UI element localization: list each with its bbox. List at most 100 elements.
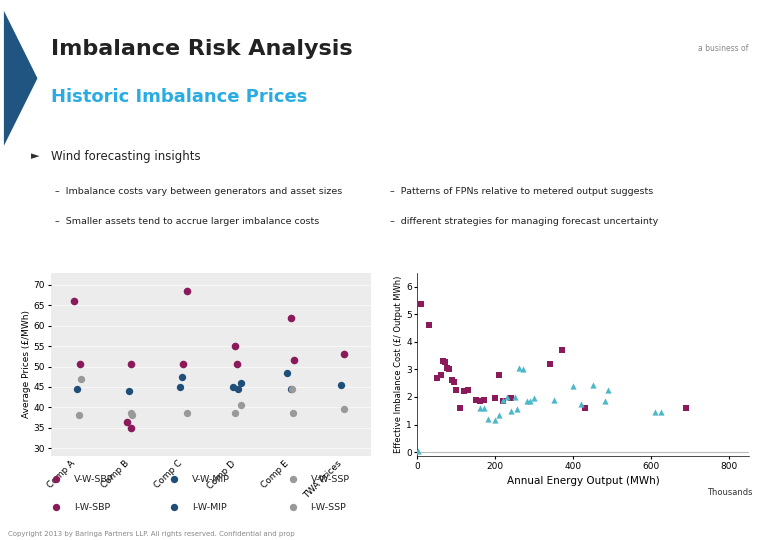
Text: ►: ►	[31, 152, 40, 161]
Text: V-W-SBP: V-W-SBP	[73, 475, 113, 484]
Point	[73, 360, 86, 369]
Point	[281, 368, 293, 377]
Point	[229, 342, 241, 350]
Point	[516, 365, 529, 374]
Text: –  Smaller assets tend to accrue larger imbalance costs: – Smaller assets tend to accrue larger i…	[55, 217, 319, 226]
Point	[235, 401, 247, 410]
Point	[473, 404, 486, 413]
Y-axis label: Average Prices (£/MWh): Average Prices (£/MWh)	[22, 310, 31, 419]
Point	[489, 394, 502, 403]
Point	[490, 14, 502, 23]
Text: Imbalance Risk Analysis: Imbalance Risk Analysis	[51, 38, 353, 59]
Text: Historic Imbalance Prices: Historic Imbalance Prices	[51, 88, 307, 106]
Point	[490, 269, 502, 278]
Point	[450, 386, 463, 394]
Point	[528, 394, 541, 403]
Text: Thousands: Thousands	[707, 488, 752, 496]
Point	[181, 409, 193, 418]
Point	[497, 397, 509, 406]
Point	[423, 321, 435, 329]
Point	[548, 395, 560, 404]
Point	[176, 373, 189, 381]
Point	[70, 384, 83, 393]
Point	[124, 409, 136, 418]
Point	[73, 411, 86, 420]
Point	[285, 384, 297, 393]
Point	[481, 415, 494, 423]
Text: V-W-SSP: V-W-SSP	[310, 475, 349, 484]
Point	[438, 358, 451, 367]
Point	[680, 404, 693, 413]
Point	[125, 423, 137, 432]
Point	[470, 395, 482, 404]
Point	[493, 370, 505, 379]
Point	[338, 405, 350, 414]
Point	[520, 397, 533, 406]
Point	[505, 407, 517, 415]
Point	[235, 379, 247, 387]
Text: I-W-SBP: I-W-SBP	[73, 503, 110, 512]
Point	[227, 383, 239, 391]
Point	[121, 417, 133, 426]
Point	[524, 397, 537, 406]
Point	[68, 297, 80, 306]
Point	[454, 404, 466, 413]
Y-axis label: Effective Imbalance Cost (£/ Output MWh): Effective Imbalance Cost (£/ Output MWh)	[394, 276, 403, 453]
Text: Weighted Historic Imbalance Prices and costs - 2012: Weighted Historic Imbalance Prices and c…	[172, 222, 608, 238]
Text: V-W-MIP: V-W-MIP	[192, 475, 230, 484]
Point	[544, 360, 556, 368]
Point	[446, 376, 459, 384]
Point	[462, 386, 474, 394]
Text: –  Patterns of FPNs relative to metered output suggests: – Patterns of FPNs relative to metered o…	[390, 187, 654, 196]
Point	[286, 409, 299, 418]
Point	[477, 404, 490, 413]
Point	[431, 373, 443, 382]
Point	[126, 411, 138, 420]
Point	[75, 374, 87, 383]
Point	[654, 408, 667, 416]
Point	[232, 384, 244, 393]
Text: To Add: Show as % of annual revenue: To Add: Show as % of annual revenue	[392, 502, 641, 516]
Point	[180, 287, 193, 295]
Point	[473, 397, 486, 406]
Point	[587, 380, 599, 389]
Point	[177, 360, 190, 369]
Point	[477, 395, 490, 404]
Point	[174, 383, 186, 391]
Point	[231, 360, 243, 369]
Point	[501, 393, 513, 401]
Point	[434, 370, 447, 379]
Point	[567, 382, 580, 390]
Point	[579, 404, 591, 413]
Point	[497, 395, 509, 404]
Point	[413, 447, 425, 455]
Point	[437, 357, 449, 366]
Point	[512, 363, 525, 372]
Point	[602, 386, 615, 394]
Text: –  different strategies for managing forecast uncertainty: – different strategies for managing fore…	[390, 217, 658, 226]
Text: Wind forecasting insights: Wind forecasting insights	[51, 150, 200, 163]
Text: Copyright 2013 by Baringa Partners LLP. All rights reserved. Confidential and pr: Copyright 2013 by Baringa Partners LLP. …	[8, 531, 294, 537]
Point	[288, 356, 300, 364]
Point	[285, 313, 297, 322]
Text: By Wind Asset Type and Output: By Wind Asset Type and Output	[457, 252, 666, 265]
Text: –  Imbalance costs vary between generators and asset sizes: – Imbalance costs vary between generator…	[55, 187, 342, 196]
Text: I-W-MIP: I-W-MIP	[192, 503, 227, 512]
Point	[505, 394, 517, 403]
Point	[598, 397, 611, 406]
Point	[285, 384, 298, 393]
Point	[122, 387, 135, 395]
Text: Possibly remove this graph – difficult to
explain!: Possibly remove this graph – difficult t…	[53, 268, 317, 296]
Text: By Generator: By Generator	[139, 252, 228, 265]
Point	[442, 365, 455, 374]
Point	[575, 400, 587, 408]
Point	[440, 363, 452, 372]
Point	[335, 381, 348, 389]
X-axis label: Annual Energy Output (MWh): Annual Energy Output (MWh)	[507, 476, 659, 487]
Point	[229, 409, 241, 418]
Text: I-W-SSP: I-W-SSP	[310, 503, 346, 512]
Point	[125, 360, 137, 369]
Point	[510, 405, 523, 414]
Point	[337, 350, 349, 359]
Point	[415, 300, 427, 309]
